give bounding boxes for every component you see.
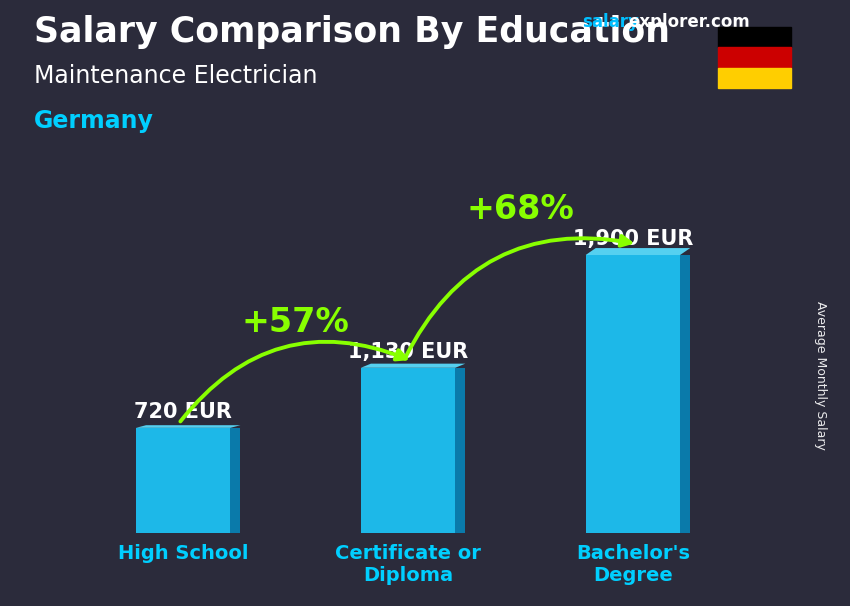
Bar [360,368,456,533]
Text: Salary Comparison By Education: Salary Comparison By Education [34,15,670,49]
Polygon shape [230,428,241,533]
Text: +68%: +68% [467,193,575,226]
Text: 1,130 EUR: 1,130 EUR [348,342,468,362]
Text: Maintenance Electrician: Maintenance Electrician [34,64,318,88]
Polygon shape [586,248,690,255]
Polygon shape [456,368,465,533]
Text: Average Monthly Salary: Average Monthly Salary [813,301,827,450]
Polygon shape [680,255,690,533]
Text: Germany: Germany [34,109,154,133]
Text: explorer.com: explorer.com [628,13,750,32]
Text: salary: salary [582,13,639,32]
Text: 720 EUR: 720 EUR [134,402,232,422]
Polygon shape [360,364,465,368]
Text: 1,900 EUR: 1,900 EUR [573,229,693,249]
Bar [586,255,680,533]
Polygon shape [136,425,241,428]
Text: +57%: +57% [241,305,349,339]
Bar [136,428,230,533]
